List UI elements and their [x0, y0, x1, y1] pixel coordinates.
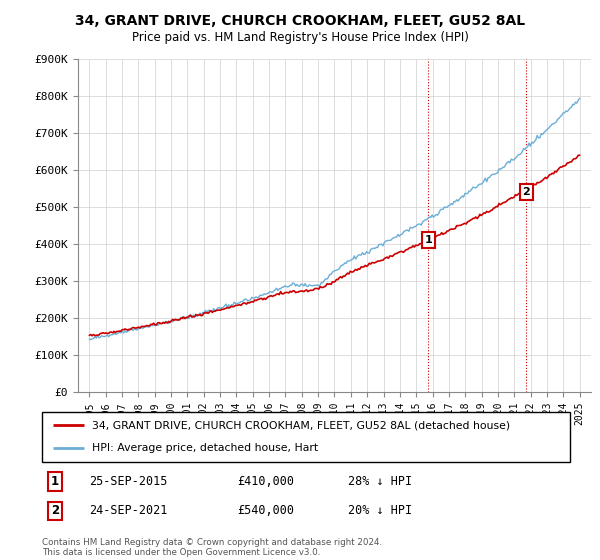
Text: Contains HM Land Registry data © Crown copyright and database right 2024.
This d: Contains HM Land Registry data © Crown c… — [42, 538, 382, 557]
Text: 1: 1 — [425, 235, 433, 245]
Text: 25-SEP-2015: 25-SEP-2015 — [89, 475, 168, 488]
Text: HPI: Average price, detached house, Hart: HPI: Average price, detached house, Hart — [92, 444, 318, 454]
Text: £410,000: £410,000 — [238, 475, 295, 488]
Text: 24-SEP-2021: 24-SEP-2021 — [89, 505, 168, 517]
Text: Price paid vs. HM Land Registry's House Price Index (HPI): Price paid vs. HM Land Registry's House … — [131, 31, 469, 44]
Text: 28% ↓ HPI: 28% ↓ HPI — [348, 475, 412, 488]
Text: £540,000: £540,000 — [238, 505, 295, 517]
Text: 1: 1 — [51, 475, 59, 488]
Text: 34, GRANT DRIVE, CHURCH CROOKHAM, FLEET, GU52 8AL (detached house): 34, GRANT DRIVE, CHURCH CROOKHAM, FLEET,… — [92, 420, 510, 430]
Text: 20% ↓ HPI: 20% ↓ HPI — [348, 505, 412, 517]
Text: 34, GRANT DRIVE, CHURCH CROOKHAM, FLEET, GU52 8AL: 34, GRANT DRIVE, CHURCH CROOKHAM, FLEET,… — [75, 14, 525, 28]
Text: 2: 2 — [51, 505, 59, 517]
Text: 2: 2 — [523, 187, 530, 197]
